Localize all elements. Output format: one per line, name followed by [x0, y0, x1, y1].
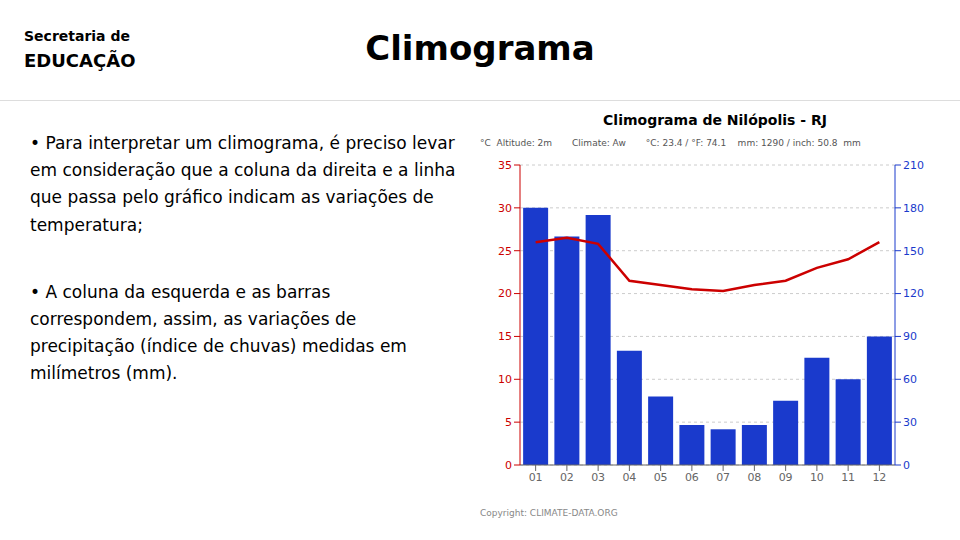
svg-text:150: 150 [903, 245, 924, 258]
svg-text:02: 02 [560, 471, 574, 484]
html-text:• A coluna da esquerda e as ba: • A coluna da esquerda e as barras corre… [30, 281, 407, 384]
svg-text:06: 06 [685, 471, 699, 484]
svg-text:12: 12 [872, 471, 886, 484]
html-text:• Para interpretar um climogra: • Para interpretar um climograma, é prec… [30, 133, 456, 235]
svg-text:11: 11 [841, 471, 855, 484]
svg-text:30: 30 [498, 202, 512, 215]
svg-text:30: 30 [903, 416, 917, 429]
html-text:Climograma de Nilópolis - RJ: Climograma de Nilópolis - RJ [603, 112, 827, 128]
svg-text:0: 0 [505, 459, 512, 472]
svg-text:180: 180 [903, 202, 924, 215]
html-text:Copyright: CLIMATE-DATA.ORG: Copyright: CLIMATE-DATA.ORG [480, 508, 618, 518]
svg-text:20: 20 [498, 287, 512, 300]
svg-text:35: 35 [498, 159, 512, 172]
svg-text:04: 04 [622, 471, 636, 484]
svg-text:60: 60 [903, 373, 917, 386]
svg-text:08: 08 [747, 471, 761, 484]
svg-text:5: 5 [505, 416, 512, 429]
html-text:Climograma: Climograma [365, 28, 595, 68]
svg-text:25: 25 [498, 245, 512, 258]
svg-text:03: 03 [591, 471, 605, 484]
svg-text:09: 09 [779, 471, 793, 484]
svg-text:90: 90 [903, 330, 917, 343]
svg-text:210: 210 [903, 159, 924, 172]
html-text:EDUCAÇÃO: EDUCAÇÃO [24, 50, 136, 71]
svg-text:10: 10 [498, 373, 512, 386]
svg-text:120: 120 [903, 287, 924, 300]
html-text:°C Altitude: 2m Climate: Aw °C: °C Altitude: 2m Climate: Aw °C: 23.4 / °… [480, 138, 861, 148]
html-text:Secretaria de: Secretaria de [24, 28, 130, 44]
svg-text:07: 07 [716, 471, 730, 484]
svg-text:05: 05 [654, 471, 668, 484]
svg-text:01: 01 [529, 471, 543, 484]
svg-text:10: 10 [810, 471, 824, 484]
svg-text:15: 15 [498, 330, 512, 343]
svg-text:0: 0 [903, 459, 910, 472]
